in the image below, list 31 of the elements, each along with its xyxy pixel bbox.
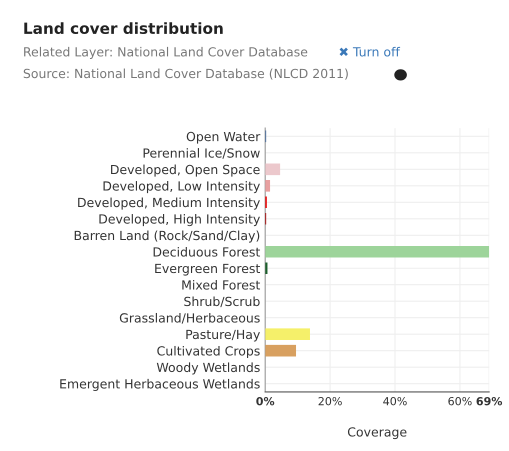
x-tick-label: 0% (256, 396, 274, 406)
y-tick-label: Developed, High Intensity (99, 214, 260, 226)
y-tick-label: Cultivated Crops (157, 346, 260, 358)
x-tick-label: 40% (383, 396, 407, 406)
y-tick-label: Open Water (186, 132, 260, 144)
bar (265, 328, 310, 340)
x-tick-label: 20% (318, 396, 342, 406)
y-tick-label: Pasture/Hay (186, 330, 260, 342)
source-note: Source: National Land Cover Database (NLCD 2011) (24, 68, 348, 80)
text: Land cover distribution (24, 22, 223, 34)
y-tick-label: Developed, Open Space (111, 164, 260, 177)
y-tick-label: Perennial Ice/Snow (144, 148, 260, 159)
bar (265, 246, 490, 258)
y-tick-label: Barren Land (Rock/Sand/Clay) (74, 230, 260, 243)
bar (265, 344, 296, 356)
y-tick-label: Shrub/Scrub (184, 296, 260, 308)
y-tick-label: Deciduous Forest (154, 247, 260, 257)
y-tick-label: Developed, Medium Intensity (78, 198, 260, 210)
y-tick-label: Woody Wetlands (156, 362, 260, 375)
text: ✖ Turn off (340, 46, 400, 57)
text: Related Layer: National Land Cover Database (24, 46, 308, 59)
y-tick-label: Emergent Herbaceous Wetlands (60, 378, 260, 392)
y-tick-label: Evergreen Forest (155, 264, 260, 276)
y-tick-label: Grassland/Herbaceous (120, 312, 260, 324)
x-tick-label: 60% (448, 396, 472, 406)
y-tick-label: Mixed Forest (182, 280, 260, 290)
bar (265, 164, 280, 176)
bar (265, 180, 270, 192)
x-tick-label: 69% (476, 396, 502, 406)
x-axis-title: Coverage (348, 427, 406, 440)
y-tick-label: Developed, Low Intensity (104, 181, 260, 194)
